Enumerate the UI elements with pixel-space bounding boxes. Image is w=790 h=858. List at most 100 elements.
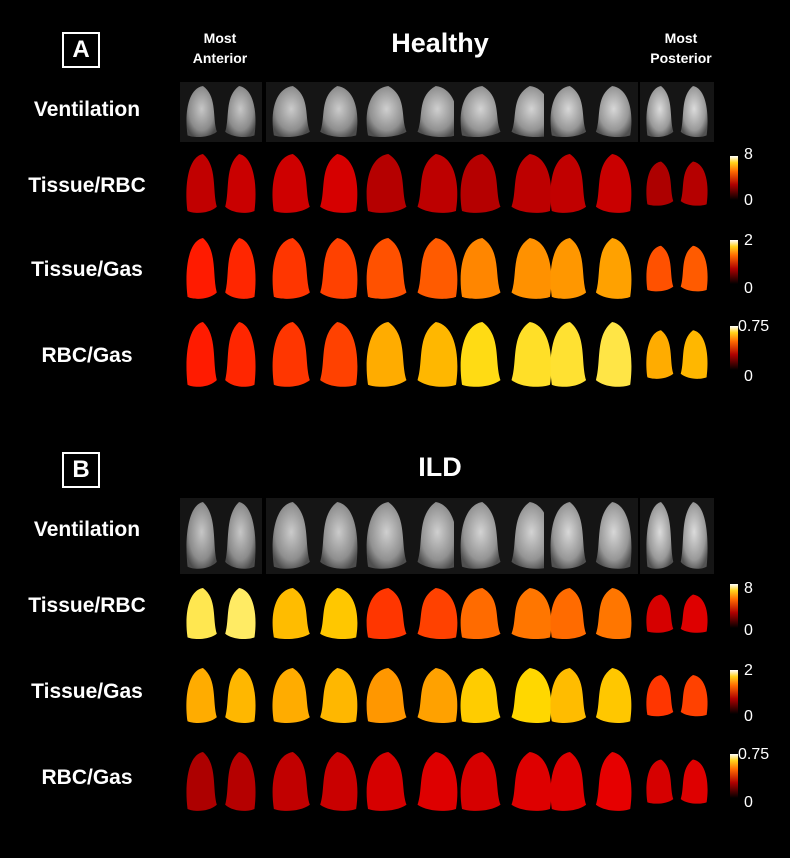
p1-1-lung-0-L bbox=[186, 588, 217, 640]
p1-1-lung-5-L bbox=[646, 594, 674, 633]
p1-1-lung-3-L bbox=[460, 588, 501, 640]
p1-2-lung-3-R bbox=[511, 668, 552, 723]
orientation-left: Most Anterior bbox=[180, 28, 260, 68]
orientation-left-line1: Most bbox=[203, 30, 237, 46]
p0-ventilation-lung-4-L bbox=[550, 86, 587, 138]
p1-1-lung-1-L bbox=[272, 588, 310, 640]
p0-3-lung-3-L bbox=[460, 322, 501, 387]
p0-1-lung-4-L bbox=[550, 154, 587, 213]
p0-3-lung-4-L bbox=[550, 322, 587, 387]
panel-b-rbc-gas-max: 0.75 bbox=[738, 746, 770, 763]
p1-2-lung-2-L bbox=[366, 668, 407, 723]
p1-ventilation-lung-1-L bbox=[272, 502, 310, 569]
panel-b-label: B bbox=[62, 452, 100, 488]
panel-b-title: ILD bbox=[418, 452, 462, 482]
p0-ventilation-lung-5-L bbox=[646, 86, 674, 138]
p1-2-lung-5-R bbox=[680, 675, 708, 717]
p0-2-lung-4-R bbox=[595, 238, 632, 299]
p1-1-lung-5-R bbox=[680, 594, 708, 633]
p0-ventilation-lung-5-R bbox=[680, 86, 708, 138]
p1-colorbar-2 bbox=[730, 670, 738, 714]
p0-3-lung-3-R bbox=[511, 322, 552, 387]
p0-1-lung-3-L bbox=[460, 154, 501, 213]
p0-2-lung-4-L bbox=[550, 238, 587, 299]
p1-1-lung-2-L bbox=[366, 588, 407, 640]
p0-ventilation-lung-3-R bbox=[511, 86, 552, 138]
p0-1-lung-1-R bbox=[320, 154, 358, 213]
p1-3-lung-0-L bbox=[186, 752, 217, 811]
p0-3-lung-2-R bbox=[417, 322, 458, 387]
p0-1-lung-4-R bbox=[595, 154, 632, 213]
p1-2-lung-0-L bbox=[186, 668, 217, 723]
p0-1-lung-5-L bbox=[646, 161, 674, 206]
p1-3-lung-1-L bbox=[272, 752, 310, 811]
p0-ventilation-lung-3-L bbox=[460, 86, 501, 138]
p0-ventilation-lung-4-R bbox=[595, 86, 632, 138]
p0-2-lung-0-R bbox=[225, 238, 256, 299]
p0-2-lung-5-L bbox=[646, 245, 674, 292]
p1-ventilation-lung-2-R bbox=[417, 502, 458, 569]
p0-ventilation-lung-2-R bbox=[417, 86, 458, 138]
p0-3-lung-0-L bbox=[186, 322, 217, 387]
p0-2-lung-3-L bbox=[460, 238, 501, 299]
p1-2-lung-0-R bbox=[225, 668, 256, 723]
panel-a-row-tissue-gas-label: Tissue/Gas bbox=[31, 258, 143, 281]
panel-b-tissue-rbc-max: 8 bbox=[744, 580, 753, 597]
p0-2-lung-1-L bbox=[272, 238, 310, 299]
p1-3-lung-2-L bbox=[366, 752, 407, 811]
p0-2-lung-2-L bbox=[366, 238, 407, 299]
p1-3-lung-4-L bbox=[550, 752, 587, 811]
p0-2-lung-3-R bbox=[511, 238, 552, 299]
panel-b-rbc-gas-min: 0 bbox=[744, 794, 753, 811]
p1-2-lung-4-R bbox=[595, 668, 632, 723]
panel-a-row-tissue-rbc-label: Tissue/RBC bbox=[28, 174, 146, 197]
p0-3-lung-0-R bbox=[225, 322, 256, 387]
p1-ventilation-lung-2-L bbox=[366, 502, 407, 569]
panel-a-rbc-gas-max: 0.75 bbox=[738, 318, 770, 335]
panel-b-row-tissue-rbc-label: Tissue/RBC bbox=[28, 594, 146, 617]
p1-1-lung-4-R bbox=[595, 588, 632, 640]
p0-2-lung-1-R bbox=[320, 238, 358, 299]
orientation-right: Most Posterior bbox=[636, 28, 726, 68]
p1-2-lung-1-R bbox=[320, 668, 358, 723]
panel-a-row-ventilation-label: Ventilation bbox=[33, 98, 141, 121]
panel-b-row-tissue-gas-label: Tissue/Gas bbox=[31, 680, 143, 703]
p1-3-lung-5-R bbox=[680, 759, 708, 804]
p0-1-lung-0-R bbox=[225, 154, 256, 213]
p1-ventilation-lung-4-R bbox=[595, 502, 632, 569]
p0-3-lung-1-L bbox=[272, 322, 310, 387]
p0-1-lung-3-R bbox=[511, 154, 552, 213]
p0-ventilation-lung-1-R bbox=[320, 86, 358, 138]
p1-ventilation-lung-3-R bbox=[511, 502, 552, 569]
panel-a-rbc-gas-min: 0 bbox=[744, 368, 753, 385]
panel-b-row-rbc-gas-label: RBC/Gas bbox=[41, 766, 133, 789]
orientation-right-line2: Posterior bbox=[650, 50, 712, 66]
panel-a-tissue-gas-min: 0 bbox=[744, 280, 753, 297]
p0-3-lung-5-R bbox=[680, 330, 708, 379]
panel-a-tissue-rbc-min: 0 bbox=[744, 192, 753, 209]
p0-2-lung-0-L bbox=[186, 238, 217, 299]
p1-3-lung-5-L bbox=[646, 759, 674, 804]
p0-1-lung-1-L bbox=[272, 154, 310, 213]
p1-ventilation-lung-1-R bbox=[320, 502, 358, 569]
panel-b-tissue-rbc-min: 0 bbox=[744, 622, 753, 639]
p1-3-lung-1-R bbox=[320, 752, 358, 811]
p1-ventilation-lung-3-L bbox=[460, 502, 501, 569]
orientation-right-line1: Most bbox=[664, 30, 698, 46]
p1-1-lung-2-R bbox=[417, 588, 458, 640]
panel-a-tissue-rbc-max: 8 bbox=[744, 146, 753, 163]
p0-ventilation-lung-0-R bbox=[225, 86, 256, 138]
p0-colorbar-1 bbox=[730, 156, 738, 200]
panel-a-tissue-gas-max: 2 bbox=[744, 232, 753, 249]
p1-ventilation-lung-0-R bbox=[225, 502, 256, 569]
p0-3-lung-1-R bbox=[320, 322, 358, 387]
p0-3-lung-5-L bbox=[646, 330, 674, 379]
p1-3-lung-2-R bbox=[417, 752, 458, 811]
panel-b-tissue-gas-min: 0 bbox=[744, 708, 753, 725]
p1-ventilation-lung-5-L bbox=[646, 502, 674, 569]
p0-1-lung-2-L bbox=[366, 154, 407, 213]
panel-a-label: A bbox=[62, 32, 100, 68]
p1-2-lung-4-L bbox=[550, 668, 587, 723]
p0-1-lung-0-L bbox=[186, 154, 217, 213]
p1-ventilation-lung-0-L bbox=[186, 502, 217, 569]
